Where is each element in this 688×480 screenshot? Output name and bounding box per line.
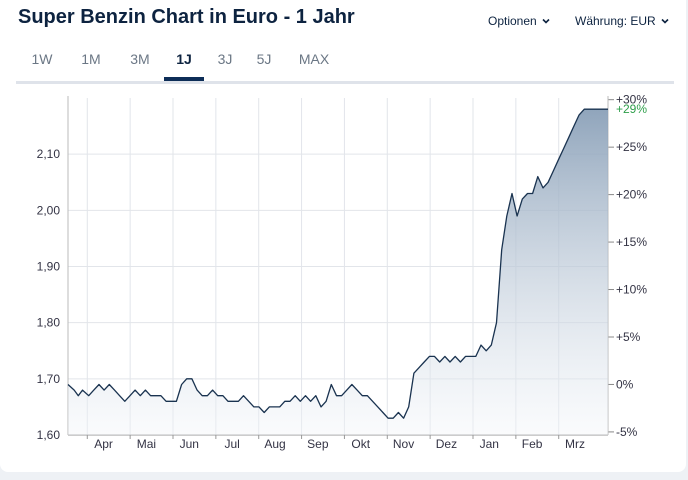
currency-label: Währung: EUR [575, 14, 656, 28]
y-tick-label: 1,70 [37, 372, 61, 386]
y-tick-label: 1,60 [37, 428, 61, 442]
currency-dropdown[interactable]: Währung: EUR [575, 14, 669, 28]
options-label: Optionen [488, 14, 537, 28]
chevron-down-icon [542, 18, 550, 24]
x-tick-label: Jun [180, 437, 199, 451]
percent-tick-label: -5% [616, 425, 638, 439]
x-tick-label: Apr [94, 437, 113, 451]
current-change-label: +29% [616, 102, 647, 116]
x-tick-label: Mai [137, 437, 156, 451]
y-tick-label: 2,10 [37, 147, 61, 161]
price-area [68, 109, 608, 435]
percent-tick-label: +30% [616, 93, 647, 107]
x-tick-label: Mrz [565, 437, 585, 451]
y-tick-label: 1,90 [37, 260, 61, 274]
chevron-down-icon [661, 18, 669, 24]
percent-tick-label: +20% [616, 188, 647, 202]
page-title: Super Benzin Chart in Euro - 1 Jahr [18, 6, 355, 28]
percent-tick-label: +10% [616, 283, 647, 297]
options-dropdown[interactable]: Optionen [488, 14, 550, 28]
percent-tick-label: +5% [616, 330, 641, 344]
x-tick-label: Dez [436, 437, 457, 451]
x-tick-label: Jan [480, 437, 499, 451]
tab-3m[interactable]: 3M [130, 51, 150, 67]
x-tick-label: Feb [522, 437, 543, 451]
tab-1m[interactable]: 1M [81, 51, 101, 67]
x-tick-label: Okt [351, 437, 370, 451]
tab-max[interactable]: MAX [298, 51, 330, 67]
timerange-tabs: 1W 1M 3M 1J 3J 5J MAX [16, 40, 674, 84]
percent-tick-label: +25% [616, 140, 647, 154]
percent-tick-label: +15% [616, 235, 647, 249]
x-tick-label: Aug [264, 437, 285, 451]
x-tick-label: Jul [224, 437, 239, 451]
tab-1w[interactable]: 1W [31, 51, 53, 67]
x-tick-label: Nov [393, 437, 414, 451]
y-tick-label: 2,00 [37, 203, 61, 217]
tab-1j[interactable]: 1J [164, 40, 204, 81]
price-line [67, 108, 608, 419]
y-tick-label: 1,80 [37, 316, 61, 330]
percent-tick-label: 0% [616, 377, 634, 391]
tab-5j[interactable]: 5J [256, 51, 272, 67]
x-tick-label: Sep [307, 437, 329, 451]
tab-3j[interactable]: 3J [217, 51, 233, 67]
